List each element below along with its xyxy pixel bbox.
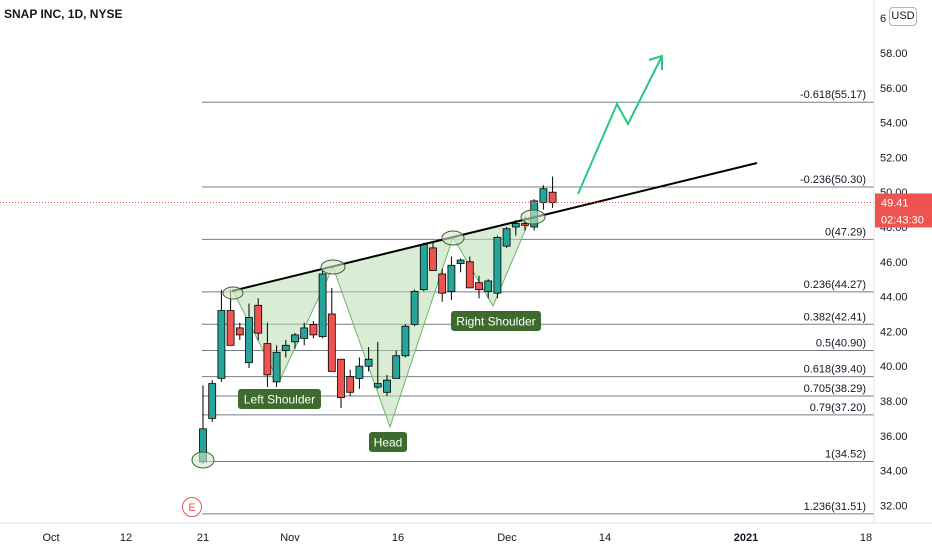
price-badge-value: 49.41 bbox=[881, 197, 909, 209]
time-axis-tick: 14 bbox=[599, 532, 611, 544]
price-badge-bg bbox=[875, 193, 932, 211]
fib-level-label: 0.618(39.40) bbox=[804, 364, 866, 376]
left-shoulder-area bbox=[233, 267, 333, 382]
neckline-trendline bbox=[231, 162, 758, 292]
price-axis-tick: 44.00 bbox=[880, 292, 908, 304]
candle-body bbox=[493, 237, 502, 294]
candle-body bbox=[291, 334, 299, 343]
time-axis-tick: Nov bbox=[280, 532, 300, 544]
fib-level-label: 0.705(38.29) bbox=[804, 383, 866, 395]
candle-body bbox=[548, 191, 557, 204]
fib-level-label: -0.236(50.30) bbox=[800, 174, 866, 186]
candle-body bbox=[539, 188, 548, 204]
pattern-label: Right Shoulder bbox=[456, 315, 535, 329]
highlight-ellipse bbox=[441, 230, 465, 246]
price-axis-tick: 56.00 bbox=[880, 83, 908, 95]
candle-body bbox=[410, 290, 419, 325]
price-axis-tick: 52.00 bbox=[880, 152, 908, 164]
candle-body bbox=[447, 264, 456, 292]
candle-body bbox=[465, 261, 474, 289]
earnings-marker-icon bbox=[182, 497, 202, 517]
candle-body bbox=[364, 358, 373, 367]
price-axis-tick: 38.00 bbox=[880, 396, 908, 408]
price-axis-tick: 36.00 bbox=[880, 431, 908, 443]
candle-body bbox=[235, 327, 244, 336]
fib-level-label: 1.236(31.51) bbox=[804, 501, 866, 513]
fib-level-label: 0.382(42.41) bbox=[804, 311, 866, 323]
fib-level-label: 0.5(40.90) bbox=[816, 338, 866, 350]
candle-body bbox=[318, 273, 327, 338]
fib-level-label: 0(47.29) bbox=[825, 226, 866, 238]
pattern-label-bg bbox=[451, 311, 541, 331]
price-axis-tick: 58.00 bbox=[880, 48, 908, 60]
candle-body bbox=[438, 273, 447, 294]
price-axis-tick: 32.00 bbox=[880, 500, 908, 512]
candle-body bbox=[300, 327, 309, 339]
candle-body bbox=[484, 280, 493, 292]
candle-body bbox=[383, 379, 391, 393]
candle-body bbox=[217, 310, 226, 379]
candle-body bbox=[346, 376, 355, 393]
candle-body bbox=[337, 358, 345, 398]
time-axis-tick: Dec bbox=[497, 532, 517, 544]
price-axis-tick: 54.00 bbox=[880, 118, 908, 130]
earnings-marker-label: E bbox=[188, 502, 195, 514]
price-axis-tick: 40.00 bbox=[880, 361, 908, 373]
highlight-ellipse bbox=[191, 451, 215, 469]
price-axis-tick: 42.00 bbox=[880, 326, 908, 338]
candle-body bbox=[521, 223, 529, 226]
candle-body bbox=[272, 351, 281, 383]
candle-body bbox=[309, 324, 318, 336]
pattern-label: Head bbox=[374, 436, 403, 450]
candle-body bbox=[263, 343, 272, 376]
pattern-label-bg bbox=[369, 432, 407, 452]
right-shoulder-area bbox=[453, 219, 530, 306]
price-axis-tick: 34.00 bbox=[880, 466, 908, 478]
time-axis-tick: 18 bbox=[860, 532, 872, 544]
highlight-ellipse bbox=[222, 286, 244, 300]
highlight-ellipse bbox=[520, 209, 546, 225]
candle-body bbox=[254, 304, 263, 334]
candle-body bbox=[373, 383, 382, 388]
price-axis-tick: 6 bbox=[880, 13, 886, 25]
fib-level-label: 0.79(37.20) bbox=[810, 402, 866, 414]
countdown-badge-bg bbox=[875, 210, 932, 228]
fib-level-label: 1(34.52) bbox=[825, 449, 866, 461]
currency-button[interactable]: USD bbox=[889, 7, 917, 26]
candle-body bbox=[401, 325, 410, 357]
candle-body bbox=[208, 383, 217, 419]
price-axis-tick: 46.00 bbox=[880, 257, 908, 269]
candle-body bbox=[392, 355, 401, 379]
fib-level-label: -0.618(55.17) bbox=[800, 89, 866, 101]
time-axis-tick: Oct bbox=[42, 532, 59, 544]
highlight-ellipse bbox=[320, 259, 346, 275]
time-axis-tick: 21 bbox=[197, 532, 209, 544]
candle-body bbox=[226, 310, 235, 346]
countdown-badge-value: 02:43:30 bbox=[881, 214, 924, 226]
candle-body bbox=[245, 317, 253, 364]
candle-body bbox=[355, 365, 364, 379]
pattern-label-bg bbox=[238, 389, 321, 409]
candle-body bbox=[475, 282, 483, 291]
projection-arrowhead bbox=[648, 54, 663, 70]
time-axis-tick: 16 bbox=[392, 532, 404, 544]
pattern-label: Left Shoulder bbox=[244, 393, 315, 407]
chart-title: SNAP INC, 1D, NYSE bbox=[4, 7, 123, 21]
candle-body bbox=[511, 223, 520, 228]
time-axis-tick: 12 bbox=[120, 532, 132, 544]
candle-body bbox=[429, 247, 437, 271]
candle-body bbox=[281, 344, 290, 351]
candle-body bbox=[419, 243, 428, 291]
time-axis-tick: 2021 bbox=[734, 532, 758, 544]
candle-body bbox=[456, 259, 465, 264]
fib-level-label: 0.236(44.27) bbox=[804, 279, 866, 291]
projection-path bbox=[577, 55, 663, 195]
candle-body bbox=[502, 228, 511, 247]
candle-body bbox=[327, 313, 336, 372]
